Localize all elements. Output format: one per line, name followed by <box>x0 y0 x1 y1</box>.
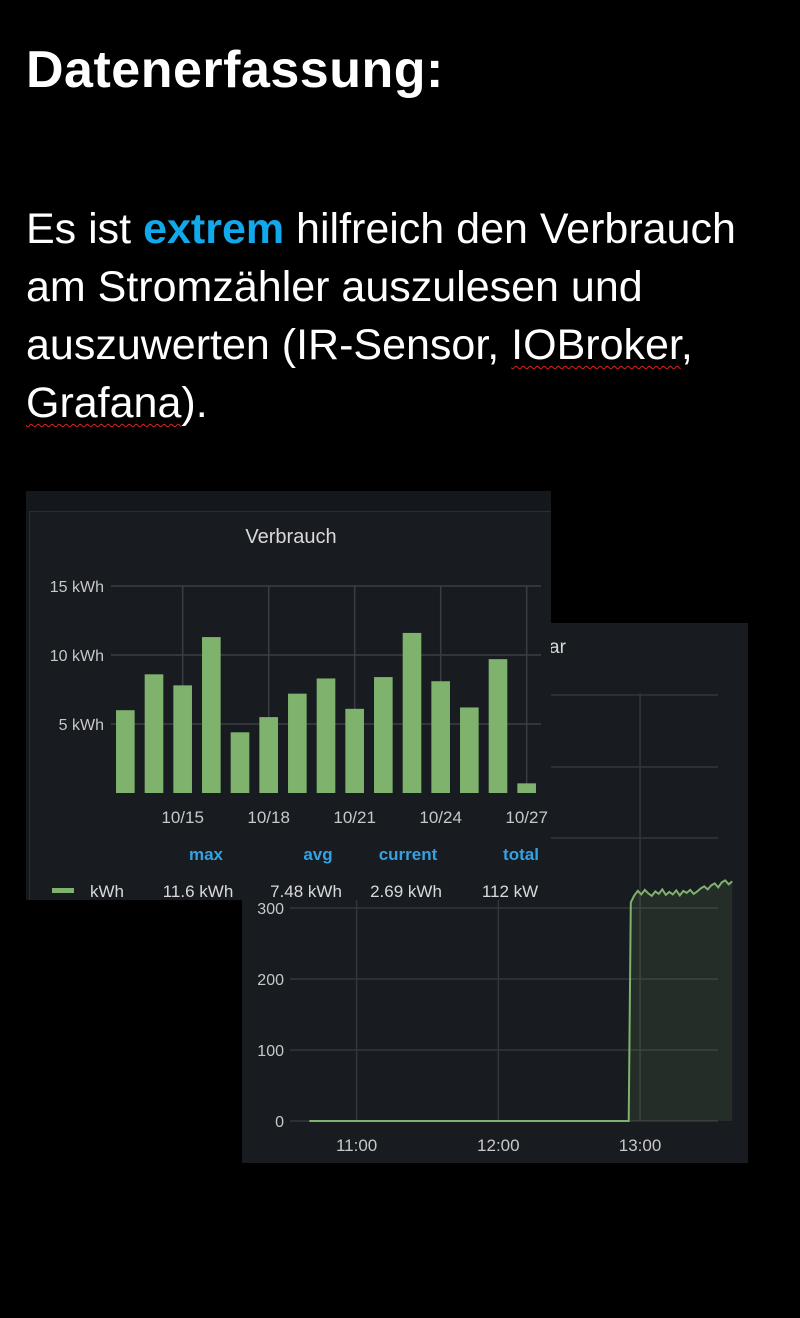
y-tick-label: 15 kWh <box>50 579 104 596</box>
body-separator: , <box>680 321 693 369</box>
legend-header-max: max <box>189 845 224 864</box>
slide-title: Datenerfassung: <box>26 41 444 99</box>
body-prefix: Es ist <box>26 205 144 253</box>
slide-body: Es ist extrem hilfreich den Verbrauch am… <box>26 200 786 432</box>
bar <box>116 710 135 793</box>
y-tick-label: 5 kWh <box>59 717 104 734</box>
bar <box>345 708 364 793</box>
legend-swatch <box>52 888 74 893</box>
bar <box>288 693 307 793</box>
legend-value-total: 112 kW <box>482 882 538 900</box>
chart-title: Verbrauch <box>245 526 336 548</box>
x-tick-label: 13:00 <box>619 1136 662 1155</box>
x-tick-label: 10/21 <box>333 808 376 827</box>
legend-value-avg: 7.48 kWh <box>270 882 342 900</box>
legend-series-label: kWh <box>90 882 124 900</box>
x-tick-label: 10/18 <box>247 808 290 827</box>
bar <box>374 677 393 793</box>
bar <box>316 678 336 793</box>
consumption-bar-chart: Verbrauch 5 kWh 10 kWh 15 kWh 10/15 10/18 10/2… <box>50 526 548 900</box>
bar <box>259 717 278 793</box>
bar <box>144 674 164 793</box>
bar <box>173 685 192 793</box>
y-tick-label: 10 kWh <box>50 648 104 665</box>
consumption-bar-panel: Verbrauch 5 kWh 10 kWh 15 kWh 10/15 10/18 10/2… <box>26 491 551 900</box>
legend-value-current: 2.69 kWh <box>370 882 442 900</box>
chart-title-fragment: ar <box>549 637 567 658</box>
bar <box>431 681 450 793</box>
series-area <box>309 880 733 1121</box>
body-suffix: ). <box>181 379 208 427</box>
bar <box>202 637 221 793</box>
bar <box>402 632 422 793</box>
x-tick-label: 10/24 <box>419 808 462 827</box>
x-tick-label: 12:00 <box>477 1136 520 1155</box>
legend-header-total: total <box>503 845 539 864</box>
bar <box>517 783 536 793</box>
x-tick-label: 10/15 <box>161 808 204 827</box>
y-tick-label: 300 <box>257 901 284 918</box>
body-mid: hilfreich den Verbrauch am Stromzähler a… <box>26 205 736 369</box>
y-tick-label: 0 <box>275 1114 284 1131</box>
bar <box>230 732 250 793</box>
bar <box>460 707 479 793</box>
x-tick-label: 11:00 <box>336 1136 377 1155</box>
series-line <box>309 879 733 1122</box>
y-tick-label: 100 <box>257 1043 284 1060</box>
body-grafana: Grafana <box>26 379 182 427</box>
body-accent-word: extrem <box>143 205 285 253</box>
y-tick-label: 200 <box>257 972 284 989</box>
legend-header-current: current <box>379 845 438 864</box>
bar <box>488 659 508 793</box>
legend-header-avg: avg <box>303 845 332 864</box>
legend-value-max: 11.6 kWh <box>163 882 234 900</box>
body-iobroker: IOBroker <box>511 321 681 369</box>
x-tick-label: 10/27 <box>505 808 548 827</box>
